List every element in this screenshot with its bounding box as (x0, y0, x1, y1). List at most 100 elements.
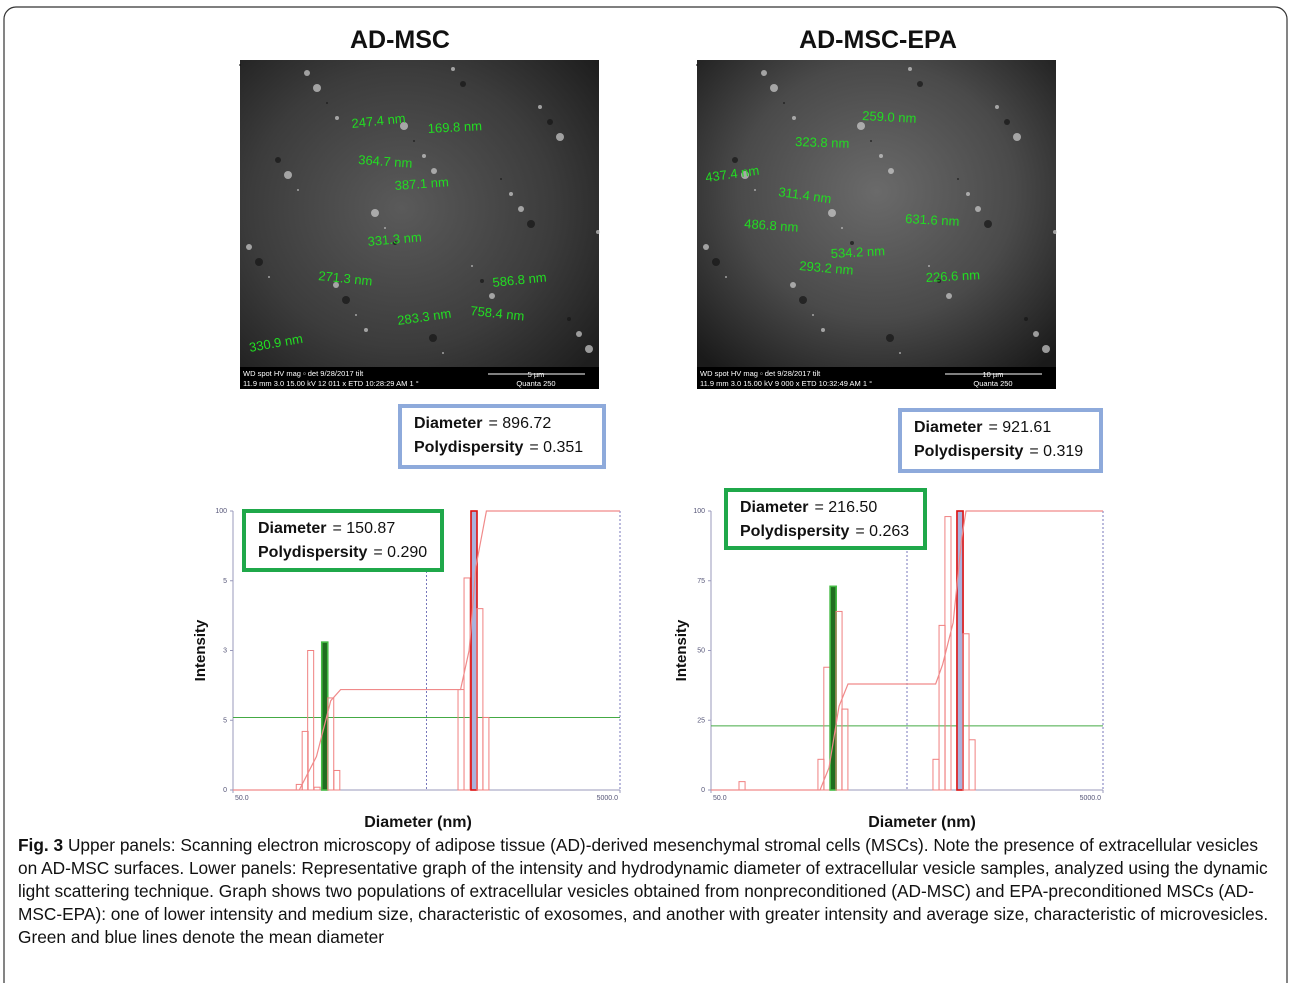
sem-particle (725, 276, 727, 278)
sem-particle (313, 84, 321, 92)
panel-title: AD-MSC (350, 26, 450, 54)
sem-particle (333, 282, 339, 288)
sem-particle (255, 258, 263, 266)
sem-particle (471, 265, 473, 267)
sem-measure: 758.4 nm (470, 303, 525, 324)
sem-particle (783, 102, 785, 104)
sem-particle (538, 105, 542, 109)
info-box (898, 408, 1103, 473)
info-value: = 216.50 (814, 499, 877, 516)
info-value: = 896.72 (488, 415, 551, 432)
sem-particle (761, 70, 767, 76)
sem-particle (984, 220, 992, 228)
sem-image (240, 60, 599, 389)
sem-particle (413, 140, 415, 142)
sem-particle (355, 314, 357, 316)
sem-measure: 586.8 nm (492, 269, 547, 290)
sem-particle (703, 244, 709, 250)
sem-measure: 311.4 nm (778, 184, 833, 206)
y-tick-label: 100 (215, 508, 227, 515)
sem-particle (828, 209, 836, 217)
caption-text: Upper panels: Scanning electron microsco… (18, 835, 1269, 947)
info-key: Diameter (414, 415, 482, 432)
sem-particle (275, 157, 281, 163)
sem-particle (509, 192, 513, 196)
x-tick-label: 50.0 (713, 795, 727, 802)
x-axis-label: Diameter (nm) (364, 814, 472, 831)
sem-particle (1033, 331, 1039, 337)
figure-frame (3, 6, 1288, 983)
sem-particle (585, 345, 593, 353)
sem-particle (326, 102, 328, 104)
y-tick-label: 3 (223, 648, 227, 655)
sem-particle (899, 352, 901, 354)
sem-particle (908, 67, 912, 71)
sem-measure: 387.1 nm (394, 174, 449, 193)
sem-particle (1042, 345, 1050, 353)
sem-particle (946, 293, 952, 299)
sem-particle (371, 209, 379, 217)
info-value: = 150.87 (332, 520, 395, 537)
sem-measure: 323.8 nm (795, 134, 850, 151)
y-tick-label: 0 (701, 787, 705, 794)
info-line: Diameter = 216.50 (740, 499, 877, 516)
sem-particle (812, 314, 814, 316)
sem-particle (567, 317, 571, 321)
info-line: Diameter = 896.72 (414, 415, 551, 432)
bar (470, 510, 478, 791)
info-value: = 921.61 (988, 419, 1051, 436)
sem-info: 11.9 mm 3.0 15.00 kV 9 000 x ETD 10:32:4… (700, 379, 872, 388)
bar (962, 633, 970, 791)
sem-info: 11.9 mm 3.0 15.00 kV 12 011 x ETD 10:28:… (243, 379, 419, 388)
y-axis-label: Intensity (673, 619, 690, 681)
bar (835, 610, 843, 791)
info-line: Polydispersity = 0.319 (914, 443, 1083, 460)
info-box (242, 509, 444, 572)
sem-particle (886, 334, 894, 342)
info-value: = 0.263 (855, 523, 909, 540)
info-key: Diameter (740, 499, 808, 516)
sem-particle (518, 206, 524, 212)
sem-scale: 5 µm (528, 370, 545, 379)
cumulative-line (711, 510, 1103, 791)
bar (817, 758, 825, 791)
y-tick-label: 5 (223, 717, 227, 724)
sem-particle (1024, 317, 1028, 321)
sem-particle (460, 81, 466, 87)
sem-particle (841, 227, 843, 229)
sem-measure: 331.3 nm (367, 229, 422, 249)
info-line: Diameter = 921.61 (914, 419, 1051, 436)
sem-measure: 169.8 nm (427, 118, 482, 136)
sem-particle (1013, 133, 1021, 141)
sem-particle (556, 133, 564, 141)
sem-particle (790, 282, 796, 288)
sem-particle (917, 81, 923, 87)
x-axis-label: Diameter (nm) (868, 814, 976, 831)
x-tick-label: 5000.0 (1080, 795, 1102, 802)
y-tick-label: 0 (223, 787, 227, 794)
sem-particle (712, 258, 720, 266)
sem-particle (821, 328, 825, 332)
sem-particle (335, 116, 339, 120)
bar (457, 689, 465, 791)
caption-label: Fig. 3 (18, 835, 64, 855)
sem-measure: 364.7 nm (358, 152, 413, 171)
sem-particle (547, 119, 553, 125)
sem-measure: 226.6 nm (925, 267, 980, 285)
bar (829, 585, 837, 791)
y-tick-label: 50 (697, 648, 705, 655)
sem-particle (480, 279, 484, 283)
sem-particle (995, 105, 999, 109)
sem-particle (246, 244, 252, 250)
x-tick-label: 5000.0 (597, 795, 619, 802)
sem-particle (957, 178, 959, 180)
sem-instrument: Quanta 250 (973, 379, 1012, 388)
sem-particle (239, 64, 241, 66)
sem-particle (268, 276, 270, 278)
sem-measure: 293.2 nm (799, 258, 854, 278)
sem-particle (422, 154, 426, 158)
sem-measure: 283.3 nm (396, 306, 452, 328)
y-tick-label: 5 (223, 578, 227, 585)
info-key: Diameter (258, 520, 326, 537)
